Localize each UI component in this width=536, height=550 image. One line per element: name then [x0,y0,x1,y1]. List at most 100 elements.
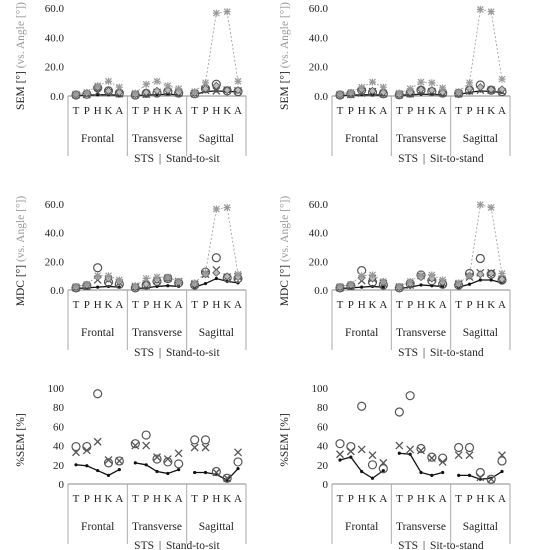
data-point [441,284,445,289]
data-point [346,447,355,456]
footer-separator: | [159,347,161,359]
y-tick-label: 0 [323,479,329,491]
data-point [83,88,91,96]
data-point [83,280,91,288]
y-axis-label: SEM [°] (vs. Angle [°]) [15,2,27,110]
data-point [476,270,485,279]
data-point [360,285,364,289]
x-tick-label: A [379,493,387,505]
data-point [233,86,243,95]
data-point [395,441,404,450]
plane-label: Transverse [396,133,446,145]
data-point [106,473,111,477]
data-point [368,86,377,95]
data-point [105,77,112,85]
data-point [476,5,484,13]
y-tick-label: 60.0 [45,199,65,211]
x-tick-label: A [234,105,242,117]
data-point [223,474,232,483]
x-tick-label: P [407,105,413,117]
data-point [467,473,472,477]
x-tick-label: A [379,105,387,117]
plane-label: Sagittal [463,327,498,339]
data-point [428,271,436,279]
x-tick-label: K [369,105,377,117]
plane-label: Frontal [81,327,114,339]
x-tick-label: T [455,105,462,117]
data-point [190,443,199,452]
x-tick-label: P [143,493,149,505]
series-dotted-line [194,207,239,284]
plane-label: Transverse [396,327,446,339]
data-point [163,86,172,95]
data-point [105,272,112,280]
data-point [395,89,403,97]
data-point [394,407,404,417]
data-point [438,453,448,463]
footer-right: Stand-to-sit [166,153,220,165]
data-point [96,285,100,289]
data-point [175,277,183,285]
data-point [236,467,240,471]
y-tick-label: 0.0 [314,285,328,297]
data-point [163,457,173,467]
footer-right: Sit-to-stand [430,347,484,359]
x-tick-label: P [348,105,354,117]
footer-right: Stand-to-sit [166,347,220,359]
x-tick-label: A [439,493,447,505]
y-tick-label: 80 [53,402,65,414]
x-tick-label: T [73,493,80,505]
data-point [369,271,376,279]
data-point [336,450,344,459]
data-point [466,79,473,87]
y-axis-label: %SEM [%] [279,413,291,466]
data-point [475,253,485,264]
y-tick-label: 20 [53,460,65,472]
x-tick-label: A [439,299,447,311]
data-point [234,448,242,457]
x-tick-label: P [466,105,472,117]
data-point [201,443,210,452]
footer-left: STS [134,540,154,550]
x-tick-label: H [476,299,484,311]
x-tick-label: T [455,493,462,505]
data-point [96,468,100,473]
x-tick-label: T [73,105,80,117]
y-axis-label-main: SEM [°] [279,71,291,110]
data-point [153,453,161,462]
x-tick-label: K [428,493,436,505]
data-point [130,439,140,449]
data-point [223,8,231,16]
x-tick-label: A [234,299,242,311]
data-point [234,77,242,85]
plane-label: Frontal [345,521,378,533]
data-point [200,435,211,445]
series-dotted-line [194,11,239,92]
y-tick-label: 0.0 [314,91,328,103]
data-point [142,275,150,283]
data-point [131,441,140,450]
data-point [335,439,345,449]
data-point [428,79,436,87]
data-point [379,83,387,91]
x-tick-label: P [466,299,472,311]
plane-label: Sagittal [199,521,234,533]
data-point [438,88,447,97]
x-tick-label: P [202,299,208,311]
x-tick-label: K [487,493,495,505]
x-tick-label: P [407,493,413,505]
data-point [357,445,366,454]
data-point [439,276,447,284]
plane-label: Sagittal [463,521,498,533]
data-point [338,458,342,462]
y-axis-label-extra: (vs. Angle [°]) [15,196,27,265]
x-tick-label: A [498,299,506,311]
data-point [104,86,113,95]
x-tick-label: A [115,105,123,117]
x-tick-label: A [175,493,183,505]
x-tick-label: K [223,299,231,311]
y-tick-label: 0 [59,479,65,491]
x-tick-label: H [417,493,425,505]
x-tick-label: K [105,105,113,117]
